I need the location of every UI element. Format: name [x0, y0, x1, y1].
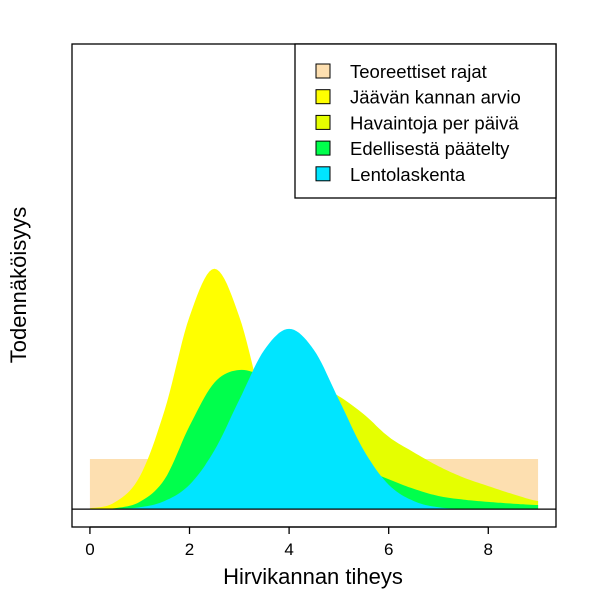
y-axis-label: Todennäköisyys: [6, 207, 31, 364]
legend-item: Jäävän kannan arvio: [315, 87, 521, 108]
legend-label: Jäävän kannan arvio: [350, 87, 521, 108]
legend-swatch: [315, 140, 331, 156]
legend-label: Edellisestä päätelty: [350, 138, 510, 159]
x-axis-label: Hirvikannan tiheys: [223, 564, 403, 589]
legend-item: Teoreettiset rajat: [315, 61, 487, 82]
legend-label: Lentolaskenta: [350, 164, 466, 185]
legend-item: Havaintoja per päivä: [315, 112, 519, 133]
x-tick-label: 4: [284, 540, 293, 559]
x-tick-label: 6: [384, 540, 393, 559]
legend-swatch: [315, 63, 331, 79]
area-lentolaskenta: [89, 328, 539, 510]
x-tick-label: 2: [185, 540, 194, 559]
legend-swatch: [315, 114, 331, 130]
x-tick-label: 0: [85, 540, 94, 559]
legend: Teoreettiset rajat Jäävän kannan arvio Hav…: [294, 43, 557, 199]
x-tick-label: 8: [484, 540, 493, 559]
legend-swatch: [315, 89, 331, 105]
legend-item: Lentolaskenta: [315, 164, 466, 185]
legend-swatch: [315, 166, 331, 182]
legend-item: Edellisestä päätelty: [315, 138, 510, 159]
legend-box: [294, 43, 557, 199]
x-axis: 0 2 4 6 8: [85, 526, 493, 559]
legend-label: Havaintoja per päivä: [350, 112, 519, 133]
series-areas: [89, 268, 539, 510]
legend-label: Teoreettiset rajat: [350, 61, 487, 82]
